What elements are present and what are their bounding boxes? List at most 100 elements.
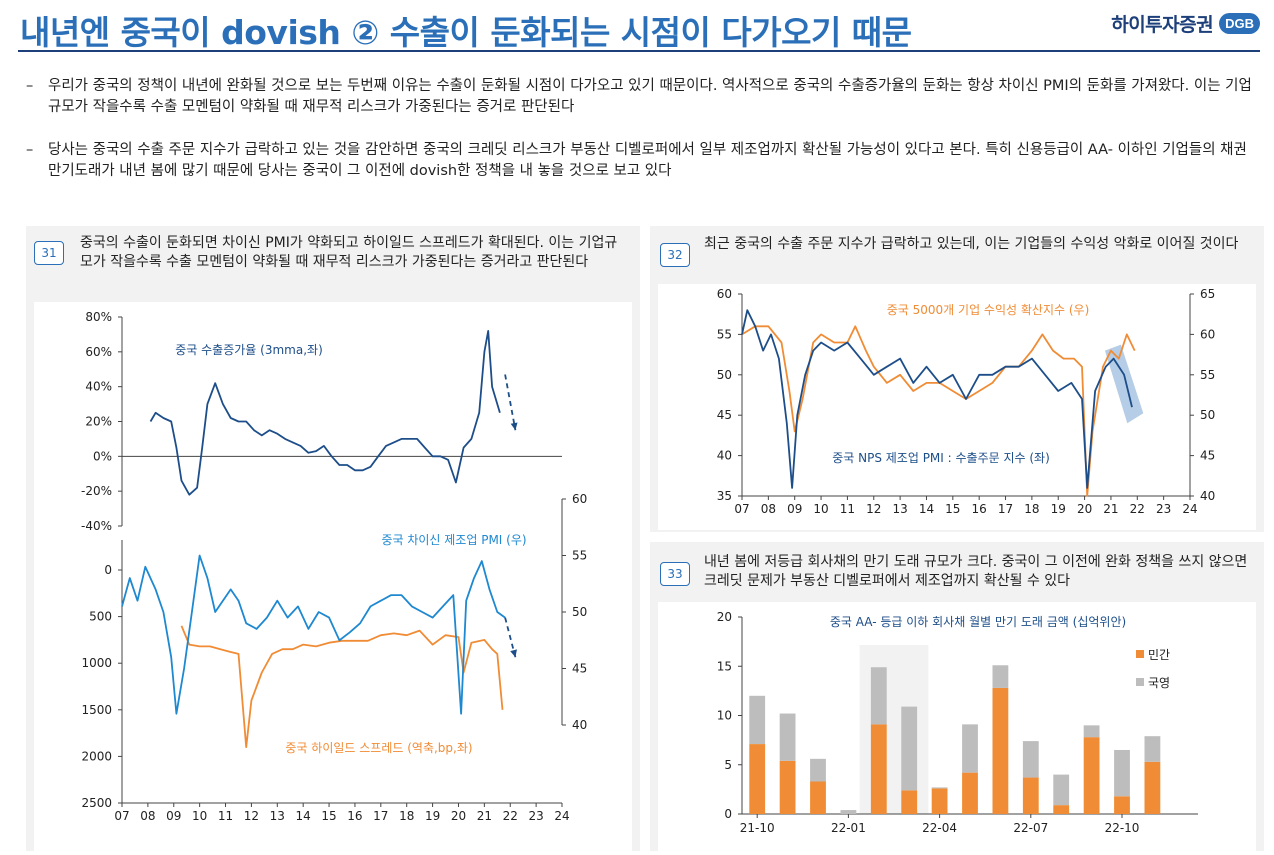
bar-private [962, 772, 978, 814]
legend-swatch-private [1136, 650, 1144, 658]
bullet-1: – 우리가 중국의 정책이 내년에 완화될 것으로 보는 두번째 이유는 수출이… [26, 76, 1261, 118]
y-tick-label: 40 [717, 449, 732, 463]
chart-32-svg: 60 55 50 45 40 35 65 60 55 50 45 40 07 08 09 10 11 12 13 14… [717, 287, 1216, 516]
panel-31: 31 중국의 수출이 둔화되면 차이신 PMI가 약화되고 하이일드 스프레드가… [26, 226, 640, 851]
y-tick-label: 50 [717, 368, 732, 382]
bar-state [1144, 736, 1161, 762]
x-tick-label: 10 [813, 502, 828, 516]
x-tick-label: 14 [919, 502, 934, 516]
series-export-growth [149, 329, 501, 496]
panel-caption: 중국의 수출이 둔화되면 차이신 PMI가 약화되고 하이일드 스프레드가 확대… [80, 235, 618, 270]
series-profitability-index [741, 325, 1136, 497]
y-tick-label: 65 [1200, 287, 1215, 301]
x-tick-label: 21-10 [740, 821, 775, 835]
bullet-text: 당사는 중국의 수출 주문 지수가 급락하고 있는 것을 감안하면 중국의 크레… [48, 142, 1247, 179]
panel-number: 31 [34, 241, 64, 265]
legend-high-yield-spread: 중국 하이일드 스프레드 (역축,bp,좌) [285, 741, 472, 755]
series-high-yield-spread [180, 625, 504, 749]
page-title: 내년엔 중국이 dovish ② 수출이 둔화되는 시점이 다가오기 때문 [20, 13, 912, 52]
bar-state [810, 758, 826, 782]
bar-private [1083, 737, 1100, 814]
x-tick-label: 22 [503, 809, 518, 823]
bar-state [931, 787, 948, 789]
chart-31-area: 80% 60% 40% 20% 0% -20% -40% 중국 수출증가율 (3mma,좌) 0… [34, 302, 632, 851]
x-tick-label: 07 [734, 502, 749, 516]
chart-33-svg: 0 5 10 15 20 21-10 22-01 22-04 22-07 22-10 중국 AA- … [717, 610, 1198, 835]
y-tick-label: -40% [81, 519, 112, 533]
arrow-head [510, 422, 518, 431]
trend-arrow-top [504, 374, 517, 431]
y-tick-label: 500 [89, 610, 112, 624]
panel-caption: 최근 중국의 수출 주문 지수가 급락하고 있는데, 이는 기업들의 수익성 악… [704, 236, 1239, 252]
y-tick-label: 55 [1200, 368, 1215, 382]
x-tick-label: 24 [554, 809, 569, 823]
bar-state [992, 665, 1009, 688]
bar-state [1083, 725, 1100, 738]
y-tick-label: 0 [724, 807, 732, 821]
x-tick-label: 13 [892, 502, 907, 516]
y-tick-label: 80% [85, 310, 112, 324]
x-tick-label: 22-07 [1013, 821, 1048, 835]
x-tick-label: 22-01 [831, 821, 866, 835]
y-tick-label: 0% [93, 449, 112, 463]
x-tick-label: 15 [945, 502, 960, 516]
bullet-dash: – [26, 142, 34, 158]
y-tick-label: 20% [85, 415, 112, 429]
chart-33-area: 0 5 10 15 20 21-10 22-01 22-04 22-07 22-10 중국 AA- … [658, 602, 1256, 851]
y-tick-label: 60 [717, 287, 732, 301]
x-tick-label: 16 [347, 809, 362, 823]
x-tick-label: 11 [840, 502, 855, 516]
panel-32: 32 최근 중국의 수출 주문 지수가 급락하고 있는데, 이는 기업들의 수익… [650, 226, 1264, 532]
bar-state [962, 724, 978, 773]
panel-caption: 내년 봄에 저등급 회사채의 만기 도래 규모가 크다. 중국이 그 이전에 완… [704, 554, 1248, 589]
x-tick-label: 12 [866, 502, 881, 516]
bar-state [1022, 741, 1039, 778]
bar-private [1144, 761, 1161, 814]
y-tick-label: 45 [717, 408, 732, 422]
title-divider [18, 50, 1260, 52]
bar-private [1022, 777, 1039, 814]
y-tick-label: 35 [717, 489, 732, 503]
legend-swatch-state [1136, 678, 1144, 686]
x-tick-label: 09 [787, 502, 802, 516]
y-tick-label: 60 [1200, 327, 1215, 341]
x-tick-label: 13 [270, 809, 285, 823]
x-tick-label: 19 [1051, 502, 1066, 516]
bar-private [992, 687, 1009, 814]
x-tick-label: 14 [296, 809, 311, 823]
y-tick-label: 60 [572, 492, 587, 506]
decline-highlight [1104, 344, 1144, 424]
x-tick-label: 08 [140, 809, 155, 823]
y-tick-label: 45 [572, 662, 587, 676]
bar-private [1114, 796, 1130, 814]
bar-state [901, 706, 918, 791]
chart-31-svg: 80% 60% 40% 20% 0% -20% -40% 중국 수출증가율 (3mma,좌) 0… [81, 310, 587, 823]
spring-highlight [859, 645, 929, 814]
x-tick-label: 21 [1103, 502, 1118, 516]
series-caixin-pmi [121, 554, 506, 715]
logo-text: 하이투자증권 [1111, 14, 1214, 36]
x-tick-label: 07 [114, 809, 129, 823]
bullet-2: – 당사는 중국의 수출 주문 지수가 급락하고 있는 것을 감안하면 중국의 … [26, 140, 1261, 182]
legend-profitability-index: 중국 5000개 기업 수익성 확산지수 (우) [887, 303, 1090, 317]
y-tick-label: 40 [572, 718, 587, 732]
bar-private [810, 781, 826, 814]
x-tick-label: 21 [477, 809, 492, 823]
bar-state [840, 810, 857, 814]
x-tick-label: 18 [1024, 502, 1039, 516]
y-tick-label: 5 [724, 758, 732, 772]
bullet-dash: – [26, 78, 34, 94]
bar-private [931, 788, 948, 814]
trend-arrow-bottom [504, 617, 517, 658]
y-tick-label: 2000 [81, 749, 112, 763]
x-tick-label: 16 [972, 502, 987, 516]
chart-32-area: 60 55 50 45 40 35 65 60 55 50 45 40 07 08 09 10 11 12 13 14… [658, 284, 1256, 530]
x-tick-label: 20 [1077, 502, 1092, 516]
y-tick-label: 20 [717, 610, 732, 624]
x-tick-label: 18 [399, 809, 414, 823]
y-tick-label: 50 [1200, 408, 1215, 422]
bar-private [901, 790, 918, 814]
panel-number: 32 [660, 243, 690, 267]
y-tick-label: 1500 [81, 703, 112, 717]
y-tick-label: 1000 [81, 656, 112, 670]
